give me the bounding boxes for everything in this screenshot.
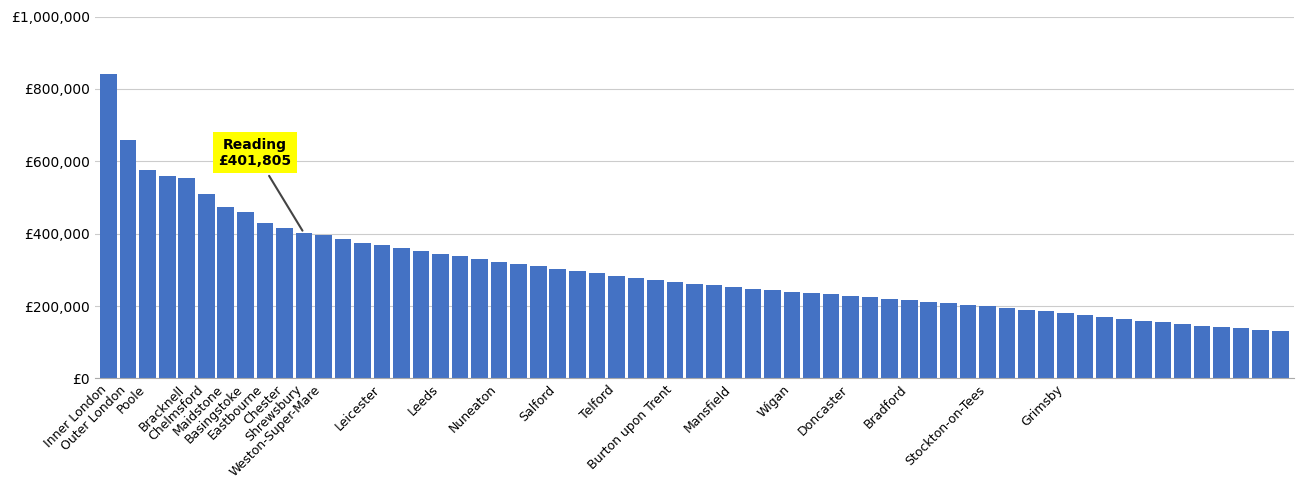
Bar <box>1214 327 1229 378</box>
Bar <box>432 254 449 378</box>
Bar <box>277 228 292 378</box>
Bar <box>804 293 820 378</box>
Bar <box>589 273 606 378</box>
Bar <box>334 239 351 378</box>
Bar <box>647 280 664 378</box>
Bar <box>315 236 331 378</box>
Bar <box>765 290 780 378</box>
Bar <box>628 278 645 378</box>
Bar <box>1037 312 1054 378</box>
Bar <box>881 299 898 378</box>
Bar <box>726 287 741 378</box>
Bar <box>471 259 488 378</box>
Bar <box>569 271 586 378</box>
Bar <box>667 282 684 378</box>
Bar <box>179 177 194 378</box>
Bar <box>686 284 702 378</box>
Bar <box>1116 318 1133 378</box>
Bar <box>198 194 214 378</box>
Bar <box>861 297 878 378</box>
Bar <box>549 269 566 378</box>
Bar <box>491 262 508 378</box>
Bar <box>920 302 937 378</box>
Bar <box>1018 310 1035 378</box>
Bar <box>1233 328 1249 378</box>
Bar <box>998 308 1015 378</box>
Bar <box>1057 313 1074 378</box>
Bar <box>745 289 761 378</box>
Bar <box>452 256 468 378</box>
Bar <box>1135 320 1152 378</box>
Bar <box>1253 330 1268 378</box>
Bar <box>218 207 234 378</box>
Bar <box>940 303 957 378</box>
Bar <box>120 140 137 378</box>
Bar <box>257 223 273 378</box>
Bar <box>354 243 371 378</box>
Bar <box>842 296 859 378</box>
Bar <box>608 276 625 378</box>
Bar <box>959 305 976 378</box>
Bar <box>1155 322 1172 378</box>
Bar <box>159 176 175 378</box>
Bar <box>1194 326 1211 378</box>
Bar <box>900 300 917 378</box>
Bar <box>296 233 312 378</box>
Bar <box>784 292 800 378</box>
Bar <box>530 266 547 378</box>
Bar <box>373 245 390 378</box>
Bar <box>1096 317 1113 378</box>
Bar <box>100 74 117 378</box>
Bar <box>140 171 157 378</box>
Bar <box>412 251 429 378</box>
Bar <box>393 248 410 378</box>
Bar <box>823 294 839 378</box>
Bar <box>510 264 527 378</box>
Bar <box>706 285 722 378</box>
Bar <box>1272 331 1288 378</box>
Text: Reading
£401,805: Reading £401,805 <box>218 138 303 231</box>
Bar <box>1174 324 1191 378</box>
Bar <box>979 306 996 378</box>
Bar <box>238 212 253 378</box>
Bar <box>1077 315 1094 378</box>
